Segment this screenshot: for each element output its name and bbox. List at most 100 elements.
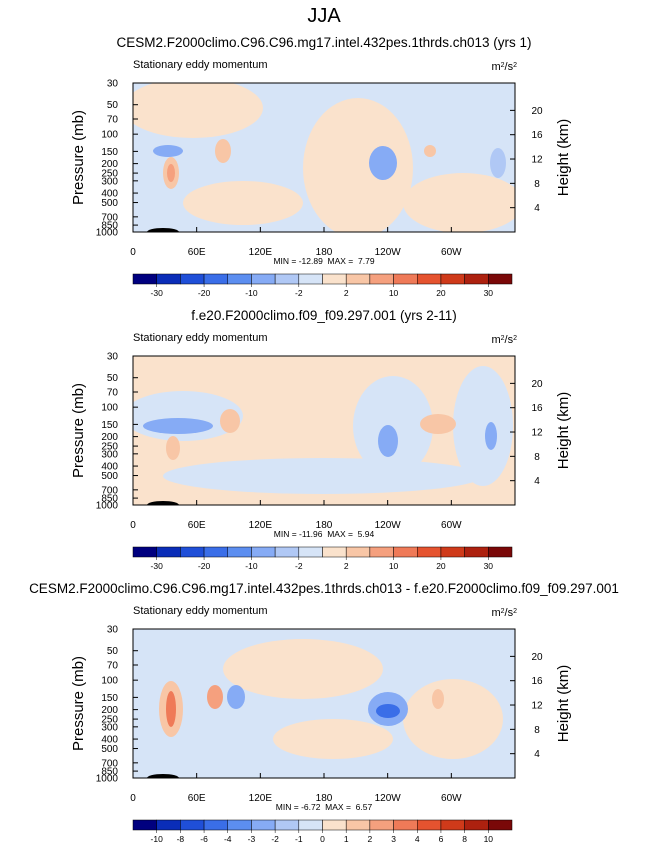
x-tick-label: 60E xyxy=(188,247,206,258)
units-part: m xyxy=(491,607,500,619)
panel-title: f.e20.F2000climo.f09_f09.297.001 (yrs 2-… xyxy=(191,308,456,323)
y-axis-label: Pressure (mb) xyxy=(70,656,87,751)
y-tick-label: 70 xyxy=(107,661,119,672)
units: m2/s2 xyxy=(491,334,517,346)
x-tick-label: 60W xyxy=(441,247,462,258)
y-tick-label: 200 xyxy=(101,705,118,716)
y-tick-label: 500 xyxy=(101,198,118,209)
y2-tick-label: 20 xyxy=(531,379,543,390)
x-tick-label: 0 xyxy=(130,520,136,531)
y-tick-label: 30 xyxy=(107,625,119,636)
units-part: m xyxy=(491,334,500,346)
colorbar-label: 6 xyxy=(439,834,444,844)
y-axis-label: Pressure (mb) xyxy=(70,110,87,205)
y-tick-label: 300 xyxy=(101,722,118,733)
colorbar-box xyxy=(369,819,394,831)
colorbar-label: 1 xyxy=(344,834,349,844)
colorbar-label: -8 xyxy=(177,834,185,844)
stats: MIN = -11.96 MAX = 5.94 xyxy=(274,529,375,539)
y-tick-label: 50 xyxy=(107,373,119,384)
x-tick-label: 60W xyxy=(441,793,462,804)
y2-tick-label: 8 xyxy=(534,452,540,463)
y-tick-label: 850 xyxy=(101,767,118,778)
y-tick-label: 400 xyxy=(101,189,118,200)
colorbar-box xyxy=(298,819,323,831)
contour-field xyxy=(133,629,515,778)
y-tick-label: 1000 xyxy=(96,501,119,512)
units-part: 2 xyxy=(513,608,517,615)
colorbar-box xyxy=(440,273,465,285)
colorbar-box xyxy=(440,819,465,831)
y-tick-label: 700 xyxy=(101,485,118,496)
colorbar-label: -10 xyxy=(245,561,258,571)
y2-tick-label: 8 xyxy=(534,725,540,736)
colorbar-box xyxy=(345,546,371,558)
colorbar-box xyxy=(345,819,371,831)
colorbar-box xyxy=(393,819,418,831)
panel-title: CESM2.F2000climo.C96.C96.mg17.intel.432p… xyxy=(117,35,532,50)
colorbar-box xyxy=(203,819,228,831)
stats: MIN = -12.89 MAX = 7.79 xyxy=(273,256,374,266)
y-tick-label: 250 xyxy=(101,169,118,180)
y2-tick-label: 16 xyxy=(531,403,543,414)
y2-tick-label: 12 xyxy=(531,701,543,712)
colorbar-box xyxy=(298,273,323,285)
colorbar-box xyxy=(417,273,442,285)
colorbar-box xyxy=(393,546,418,558)
y-tick-label: 1000 xyxy=(96,774,119,785)
colorbar-box xyxy=(251,819,276,831)
x-tick-label: 180 xyxy=(316,793,333,804)
y2-tick-label: 4 xyxy=(534,476,540,487)
colorbar-box xyxy=(180,819,205,831)
x-tick-label: 60W xyxy=(441,520,462,531)
y2-tick-label: 12 xyxy=(531,428,543,439)
panel-subtitle: Stationary eddy momentum xyxy=(133,332,268,344)
colorbar-label: -30 xyxy=(151,288,164,298)
y-tick-label: 30 xyxy=(107,352,119,363)
x-tick-label: 120E xyxy=(249,520,273,531)
units-part: 2 xyxy=(501,335,505,342)
x-tick-label: 180 xyxy=(316,520,333,531)
y-tick-label: 100 xyxy=(101,403,118,414)
colorbar-box xyxy=(417,546,442,558)
y-tick-label: 250 xyxy=(101,442,118,453)
colorbar-label: -4 xyxy=(224,834,232,844)
colorbar-label: -20 xyxy=(198,561,211,571)
colorbar-box xyxy=(132,273,157,285)
y2-axis-label: Height (km) xyxy=(555,392,572,470)
colorbar-box xyxy=(227,273,252,285)
colorbar-box xyxy=(180,546,205,558)
colorbar-label: 2 xyxy=(344,288,349,298)
colorbar-label: -2 xyxy=(295,561,303,571)
units-part: /s xyxy=(505,607,514,619)
x-tick-label: 60E xyxy=(188,520,206,531)
y-tick-label: 150 xyxy=(101,420,118,431)
y-tick-label: 850 xyxy=(101,221,118,232)
colorbar-label: 20 xyxy=(436,561,446,571)
y-tick-label: 150 xyxy=(101,147,118,158)
colorbar-label: 10 xyxy=(389,561,399,571)
colorbar-box xyxy=(464,546,489,558)
figure-title: JJA xyxy=(307,5,341,27)
colorbar-box xyxy=(274,273,300,285)
y-tick-label: 850 xyxy=(101,494,118,505)
colorbar-box xyxy=(298,546,323,558)
colorbar-label: -1 xyxy=(295,834,303,844)
units: m2/s2 xyxy=(491,61,517,73)
colorbar-label: -30 xyxy=(151,561,164,571)
y-tick-label: 400 xyxy=(101,735,118,746)
y-tick-label: 50 xyxy=(107,100,119,111)
x-tick-label: 180 xyxy=(316,247,333,258)
colorbar-label: 4 xyxy=(415,834,420,844)
colorbar-box xyxy=(132,819,157,831)
y-tick-label: 70 xyxy=(107,115,119,126)
y-tick-label: 700 xyxy=(101,212,118,223)
y2-tick-label: 16 xyxy=(531,676,543,687)
y-tick-label: 500 xyxy=(101,471,118,482)
y-tick-label: 200 xyxy=(101,432,118,443)
x-tick-label: 120E xyxy=(249,793,273,804)
colorbar-box xyxy=(227,546,252,558)
y-tick-label: 30 xyxy=(107,79,119,90)
colorbar-label: 30 xyxy=(484,288,494,298)
